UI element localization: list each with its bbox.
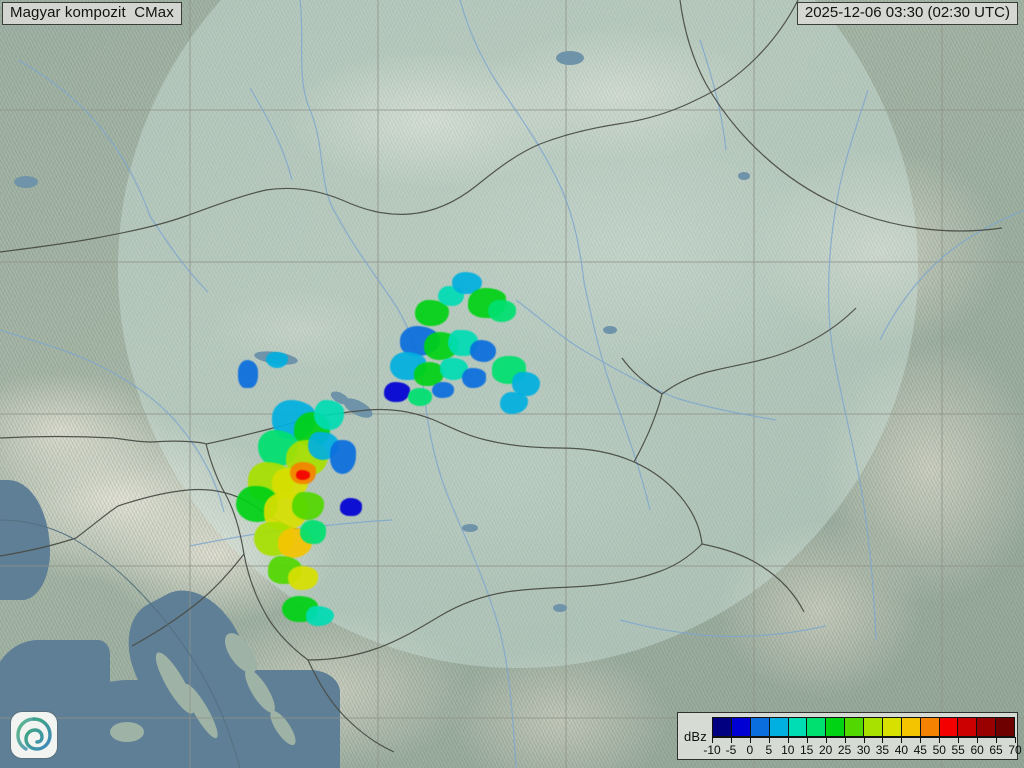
legend-tick-0 bbox=[749, 737, 751, 743]
legend-tick-20 bbox=[825, 737, 827, 743]
legend-tick-60 bbox=[977, 737, 979, 743]
legend-swatch-25-30 bbox=[845, 718, 864, 736]
adriatic-sea bbox=[0, 470, 350, 768]
radar-echo-cell bbox=[452, 272, 482, 294]
legend-tick-45 bbox=[920, 737, 922, 743]
timestamp-label: 2025-12-06 03:30 (02:30 UTC) bbox=[796, 2, 1018, 25]
radar-echo-cell bbox=[432, 382, 454, 398]
radar-echo-cell bbox=[408, 388, 432, 406]
legend-tick-label--10: -10 bbox=[703, 743, 721, 757]
legend-tick-65 bbox=[996, 737, 998, 743]
radar-echo-cell bbox=[314, 400, 344, 430]
radar-echo-cell bbox=[296, 470, 310, 480]
product-title: Magyar kompozit CMax bbox=[2, 2, 182, 25]
legend-swatch-55-60 bbox=[958, 718, 978, 736]
legend-tick-55 bbox=[958, 737, 960, 743]
legend-tick-label-50: 50 bbox=[932, 743, 946, 757]
legend-tick-label-15: 15 bbox=[800, 743, 814, 757]
legend-tick--10 bbox=[712, 737, 713, 743]
legend-swatch-15-20 bbox=[807, 718, 827, 736]
legend-tick-label-65: 65 bbox=[989, 743, 1003, 757]
legend-tick-25 bbox=[844, 737, 846, 743]
legend-swatch--5-0 bbox=[731, 718, 751, 736]
legend-swatch-5-10 bbox=[769, 718, 789, 736]
spiral-swirl-icon bbox=[16, 717, 52, 751]
legend-swatch-0-5 bbox=[750, 718, 770, 736]
legend-color-bar bbox=[712, 717, 1015, 737]
radar-echo-cell bbox=[238, 360, 258, 388]
radar-echo-cell bbox=[330, 440, 356, 474]
legend-unit-label: dBz bbox=[684, 729, 708, 744]
legend-tick-label-40: 40 bbox=[894, 743, 909, 757]
radar-echo-cell bbox=[500, 392, 528, 414]
legend-swatch-20-25 bbox=[826, 718, 846, 736]
legend-tick-label-45: 45 bbox=[913, 743, 927, 757]
legend-tick-50 bbox=[939, 737, 941, 743]
legend-tick-labels: -10 -5 0 5 10 15 20 25 30 35 40 45 50 55 60 65 70 bbox=[703, 743, 1021, 759]
legend-tick--5 bbox=[730, 737, 732, 743]
radar-echo-cell bbox=[440, 358, 468, 380]
legend-tick-label-25: 25 bbox=[837, 743, 852, 757]
legend-tick-5 bbox=[768, 737, 770, 743]
radar-echo-cell bbox=[384, 382, 410, 402]
radar-echo-cell bbox=[288, 566, 318, 590]
legend-tick-label-20: 20 bbox=[818, 743, 833, 757]
national-borders-layer bbox=[0, 0, 1003, 753]
radar-echo-cell bbox=[292, 492, 324, 520]
legend-swatch--10--5 bbox=[713, 718, 732, 736]
legend-tick-label-0: 0 bbox=[746, 743, 754, 757]
legend-tick-30 bbox=[863, 737, 865, 743]
legend-tick-10 bbox=[787, 737, 789, 743]
legend-swatch-60-65 bbox=[977, 718, 997, 736]
legend-tick-label-5: 5 bbox=[765, 743, 773, 757]
legend-swatch-45-50 bbox=[920, 718, 940, 736]
legend-tick-label-60: 60 bbox=[970, 743, 984, 757]
legend-swatch-35-40 bbox=[882, 718, 902, 736]
dbz-color-legend: dBz -10 -5 0 5 10 15 20 25 30 35 40 45 50 55 60 65 70 bbox=[677, 712, 1022, 760]
radar-coverage-area bbox=[118, 0, 918, 668]
legend-tick-label--5: -5 bbox=[725, 743, 737, 757]
legend-tick-label-70: 70 bbox=[1008, 743, 1022, 757]
legend-tick-label-55: 55 bbox=[951, 743, 965, 757]
legend-swatch-65-70 bbox=[996, 718, 1014, 736]
legend-tick-label-30: 30 bbox=[856, 743, 871, 757]
radar-echo-cell bbox=[462, 368, 486, 388]
radar-echo-cell bbox=[300, 520, 326, 544]
legend-tick-15 bbox=[806, 737, 808, 743]
legend-tick-label-35: 35 bbox=[875, 743, 890, 757]
radar-echo-cell bbox=[306, 606, 334, 626]
coastline-layer bbox=[0, 519, 241, 768]
radar-echo-cell bbox=[266, 352, 288, 368]
radar-echo-cell bbox=[470, 340, 496, 362]
legend-swatch-50-55 bbox=[939, 718, 959, 736]
legend-tick-35 bbox=[882, 737, 884, 743]
legend-swatch-10-15 bbox=[788, 718, 808, 736]
legend-swatch-30-35 bbox=[864, 718, 883, 736]
legend-tick-70 bbox=[1015, 737, 1016, 743]
agency-logo[interactable] bbox=[11, 712, 57, 758]
legend-swatch-40-45 bbox=[901, 718, 921, 736]
radar-echo-cell bbox=[340, 498, 362, 516]
legend-tick-40 bbox=[901, 737, 903, 743]
legend-tick-marks bbox=[712, 737, 1016, 744]
legend-tick-label-10: 10 bbox=[781, 743, 795, 757]
radar-echo-cell bbox=[488, 300, 516, 322]
